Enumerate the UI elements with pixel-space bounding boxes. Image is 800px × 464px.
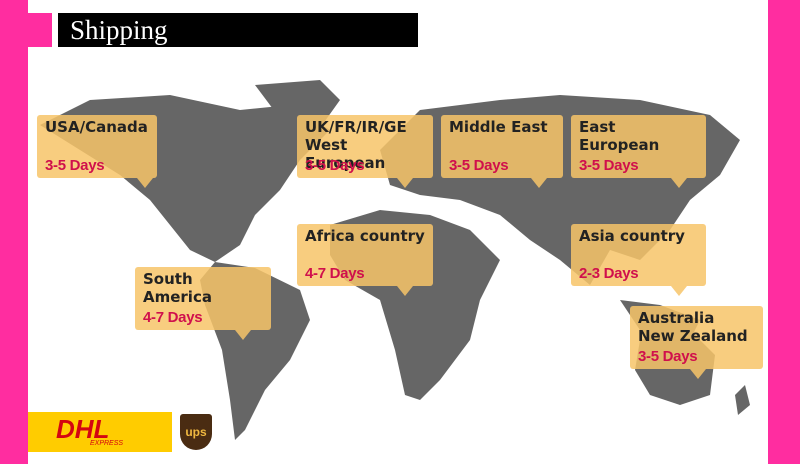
title: Shipping xyxy=(70,15,168,45)
callout-tail xyxy=(397,178,413,188)
region-name: West European xyxy=(305,136,386,172)
callout-tail xyxy=(531,178,547,188)
ups-logo: ups xyxy=(180,414,212,450)
region-box: Middle East 3-5 Days xyxy=(441,115,563,188)
region-box: USA/Canada 3-5 Days xyxy=(37,115,157,188)
dhl-sub: EXPRESS xyxy=(90,440,124,447)
callout-tail xyxy=(137,178,153,188)
region-box: South America 4-7 Days xyxy=(135,267,271,340)
region-box: UK/FR/IR/GE West European 3-5 Days xyxy=(297,115,433,188)
region-name: UK/FR/IR/GE xyxy=(305,118,407,136)
delivery-time: 3-5 Days xyxy=(449,157,509,174)
region-box: Africa country 4-7 Days xyxy=(297,224,433,296)
region-name: Middle East xyxy=(449,118,548,136)
delivery-time: 3-5 Days xyxy=(45,157,105,174)
region-name: South America xyxy=(143,270,212,306)
delivery-time: 3-5 Days xyxy=(579,157,639,174)
delivery-time: 3-5 Days xyxy=(638,348,698,365)
callout-tail xyxy=(671,178,687,188)
delivery-time: 3-5 Days xyxy=(305,157,365,174)
region-box: East European 3-5 Days xyxy=(571,115,706,188)
dhl-logo: DHL EXPRESS xyxy=(28,412,172,452)
region-name: New Zealand xyxy=(638,327,748,345)
right-border xyxy=(768,0,800,464)
callout-tail xyxy=(690,369,706,379)
dhl-text: DHL xyxy=(56,414,110,444)
ups-text: ups xyxy=(185,425,207,439)
region-name: Australia xyxy=(638,309,715,327)
title-accent xyxy=(28,13,52,47)
callout-tail xyxy=(671,286,687,296)
delivery-time: 2-3 Days xyxy=(579,265,639,282)
callout-tail xyxy=(235,330,251,340)
delivery-time: 4-7 Days xyxy=(305,265,365,282)
region-name: Africa country xyxy=(305,227,425,245)
delivery-time: 4-7 Days xyxy=(143,309,203,326)
callout-tail xyxy=(397,286,413,296)
region-name: East European xyxy=(579,118,660,154)
region-name: Asia country xyxy=(579,227,685,245)
region-box: Asia country 2-3 Days xyxy=(571,224,706,296)
left-border xyxy=(0,0,28,464)
region-name: USA/Canada xyxy=(45,118,148,136)
title-bar: Shipping xyxy=(58,13,418,47)
region-box: Australia New Zealand 3-5 Days xyxy=(630,306,763,379)
